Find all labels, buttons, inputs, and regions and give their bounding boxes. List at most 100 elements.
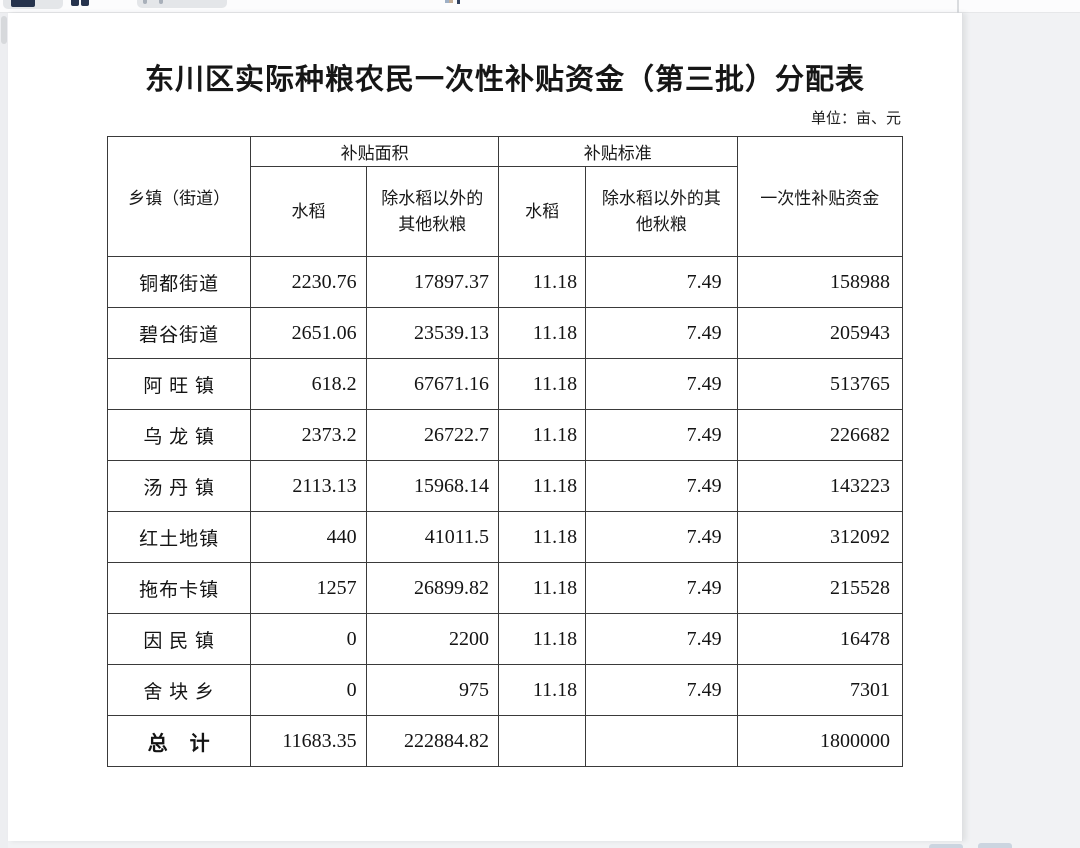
town-cell: 铜都街道 [106, 256, 252, 308]
area-rice-cell: 2373.2 [250, 409, 367, 461]
table-row: 因 民 镇 0 2200 11.18 7.49 16478 [106, 613, 904, 665]
amount-cell: 16478 [736, 613, 904, 665]
toolbar-divider [957, 0, 959, 13]
standard-other-cell: 7.49 [585, 256, 738, 308]
standard-rice-cell: 11.18 [497, 664, 587, 716]
area-rice-total-cell: 11683.35 [250, 715, 367, 767]
left-scrollbar-thumb[interactable] [1, 16, 7, 44]
area-rice-cell: 2651.06 [250, 307, 367, 359]
table-row: 乌 龙 镇 2373.2 26722.7 11.18 7.49 226682 [106, 409, 904, 461]
area-rice-cell: 0 [250, 664, 367, 716]
unit-note: 单位：亩、元 [810, 111, 901, 127]
toolbar-active-segment-fragment [11, 0, 35, 7]
table-row: 碧谷街道 2651.06 23539.13 11.18 7.49 205943 [106, 307, 904, 359]
standard-other-cell: 7.49 [585, 664, 738, 716]
header-amount: 一次性补贴资金 [736, 136, 904, 257]
toolbar-button-fragment[interactable] [3, 0, 63, 9]
amount-total-cell: 1800000 [736, 715, 904, 767]
area-other-cell: 26722.7 [365, 409, 499, 461]
area-other-cell: 2200 [365, 613, 499, 665]
table-row: 舍 块 乡 0 975 11.18 7.49 7301 [106, 664, 904, 716]
toolbar-field-icon-fragment [159, 0, 163, 4]
town-cell: 拖布卡镇 [106, 562, 252, 614]
header-standard-other-line2: 他秋粮 [635, 214, 687, 234]
area-other-cell: 15968.14 [365, 460, 499, 512]
left-scrollbar-track[interactable] [0, 13, 8, 848]
bottom-ui-fragment [978, 843, 1012, 848]
favicon-fragment [457, 0, 460, 4]
standard-other-cell: 7.49 [585, 409, 738, 461]
area-other-total-cell: 222884.82 [365, 715, 499, 767]
town-cell: 舍 块 乡 [106, 664, 252, 716]
standard-other-cell: 7.49 [585, 307, 738, 359]
header-area-other-line2: 其他秋粮 [398, 214, 467, 234]
standard-other-cell: 7.49 [585, 562, 738, 614]
total-label-cell: 总 计 [106, 715, 252, 767]
area-other-cell: 41011.5 [365, 511, 499, 563]
area-other-cell: 67671.16 [365, 358, 499, 410]
area-rice-cell: 618.2 [250, 358, 367, 410]
document-page: 东川区实际种粮农民一次性补贴资金（第三批）分配表 单位：亩、元 乡镇（街道） 补… [8, 13, 963, 841]
area-rice-cell: 2113.13 [250, 460, 367, 512]
table-row: 红土地镇 440 41011.5 11.18 7.49 312092 [106, 511, 904, 563]
town-cell: 汤 丹 镇 [106, 460, 252, 512]
header-area-rice: 水稻 [250, 166, 367, 257]
area-rice-cell: 440 [250, 511, 367, 563]
amount-cell: 205943 [736, 307, 904, 359]
header-area-other: 除水稻以外的 其他秋粮 [365, 166, 499, 257]
town-cell: 阿 旺 镇 [106, 358, 252, 410]
header-area-other-line1: 除水稻以外的 [381, 188, 484, 208]
standard-rice-cell: 11.18 [497, 460, 587, 512]
table-row: 汤 丹 镇 2113.13 15968.14 11.18 7.49 143223 [106, 460, 904, 512]
amount-cell: 312092 [736, 511, 904, 563]
toolbar-icon-fragment[interactable] [81, 0, 89, 6]
area-rice-cell: 0 [250, 613, 367, 665]
town-cell: 乌 龙 镇 [106, 409, 252, 461]
table-row: 铜都街道 2230.76 17897.37 11.18 7.49 158988 [106, 256, 904, 308]
amount-cell: 513765 [736, 358, 904, 410]
standard-rice-cell: 11.18 [497, 562, 587, 614]
favicon-fragment [445, 0, 449, 3]
standard-other-total-cell [585, 715, 738, 767]
town-cell: 因 民 镇 [106, 613, 252, 665]
toolbar-icon-fragment[interactable] [71, 0, 79, 6]
area-other-cell: 23539.13 [365, 307, 499, 359]
area-rice-cell: 2230.76 [250, 256, 367, 308]
standard-rice-total-cell [497, 715, 587, 767]
header-standard-rice: 水稻 [497, 166, 587, 257]
amount-cell: 226682 [736, 409, 904, 461]
standard-other-cell: 7.49 [585, 511, 738, 563]
standard-rice-cell: 11.18 [497, 613, 587, 665]
area-other-cell: 975 [365, 664, 499, 716]
area-other-cell: 17897.37 [365, 256, 499, 308]
amount-cell: 215528 [736, 562, 904, 614]
table-row: 阿 旺 镇 618.2 67671.16 11.18 7.49 513765 [106, 358, 904, 410]
town-cell: 碧谷街道 [106, 307, 252, 359]
browser-toolbar-edge [0, 0, 1080, 13]
standard-rice-cell: 11.18 [497, 256, 587, 308]
subsidy-table: 乡镇（街道） 补贴面积 补贴标准 一次性补贴资金 水稻 除水稻以外的 其他秋粮 … [106, 136, 904, 767]
header-town: 乡镇（街道） [106, 136, 252, 257]
header-group-area: 补贴面积 [250, 136, 499, 167]
header-standard-other-line1: 除水稻以外的其 [601, 188, 721, 208]
header-group-standard: 补贴标准 [497, 136, 738, 167]
town-cell: 红土地镇 [106, 511, 252, 563]
standard-rice-cell: 11.18 [497, 409, 587, 461]
area-other-cell: 26899.82 [365, 562, 499, 614]
bottom-ui-fragment [929, 844, 963, 848]
standard-other-cell: 7.49 [585, 460, 738, 512]
toolbar-field-fragment[interactable] [137, 0, 227, 8]
document-content: 东川区实际种粮农民一次性补贴资金（第三批）分配表 单位：亩、元 乡镇（街道） 补… [106, 60, 904, 767]
favicon-fragment [449, 0, 453, 3]
toolbar-field-icon-fragment [143, 0, 147, 4]
amount-cell: 158988 [736, 256, 904, 308]
header-standard-other: 除水稻以外的其 他秋粮 [585, 166, 738, 257]
area-rice-cell: 1257 [250, 562, 367, 614]
standard-rice-cell: 11.18 [497, 307, 587, 359]
standard-other-cell: 7.49 [585, 358, 738, 410]
page-title: 东川区实际种粮农民一次性补贴资金（第三批）分配表 [144, 64, 865, 96]
table-row: 拖布卡镇 1257 26899.82 11.18 7.49 215528 [106, 562, 904, 614]
standard-other-cell: 7.49 [585, 613, 738, 665]
amount-cell: 143223 [736, 460, 904, 512]
total-row: 总 计 11683.35 222884.82 1800000 [106, 715, 904, 767]
